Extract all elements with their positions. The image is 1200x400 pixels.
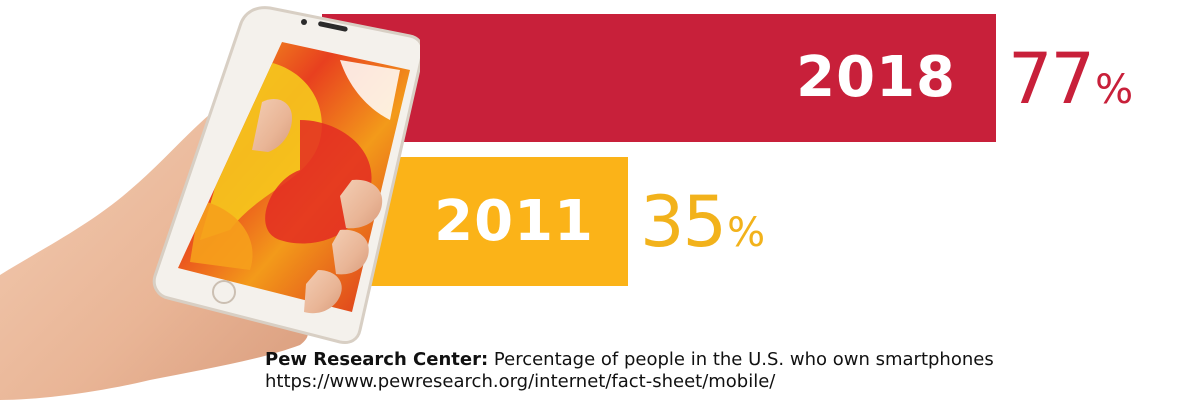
value-label-2018: 77 % [1008,44,1133,114]
source-note: Pew Research Center: Percentage of peopl… [265,349,1165,393]
source-line: Pew Research Center: Percentage of peopl… [265,349,1165,371]
bar-year-label-2011: 2011 [434,188,594,254]
bar-2018: 2018 [322,14,996,142]
phone [152,6,420,344]
hand-holding-phone-icon [0,6,420,400]
value-number-2011: 35 [640,181,727,263]
source-name: Pew Research Center: [265,349,489,370]
bar-year-label-2018: 2018 [796,45,956,110]
source-description: Percentage of people in the U.S. who own… [493,349,994,370]
value-unit-2011: % [727,210,766,256]
value-number-2018: 77 [1008,38,1095,120]
value-label-2011: 35 % [640,187,765,257]
value-unit-2018: % [1095,67,1134,113]
source-url[interactable]: https://www.pewresearch.org/internet/fac… [265,371,776,392]
